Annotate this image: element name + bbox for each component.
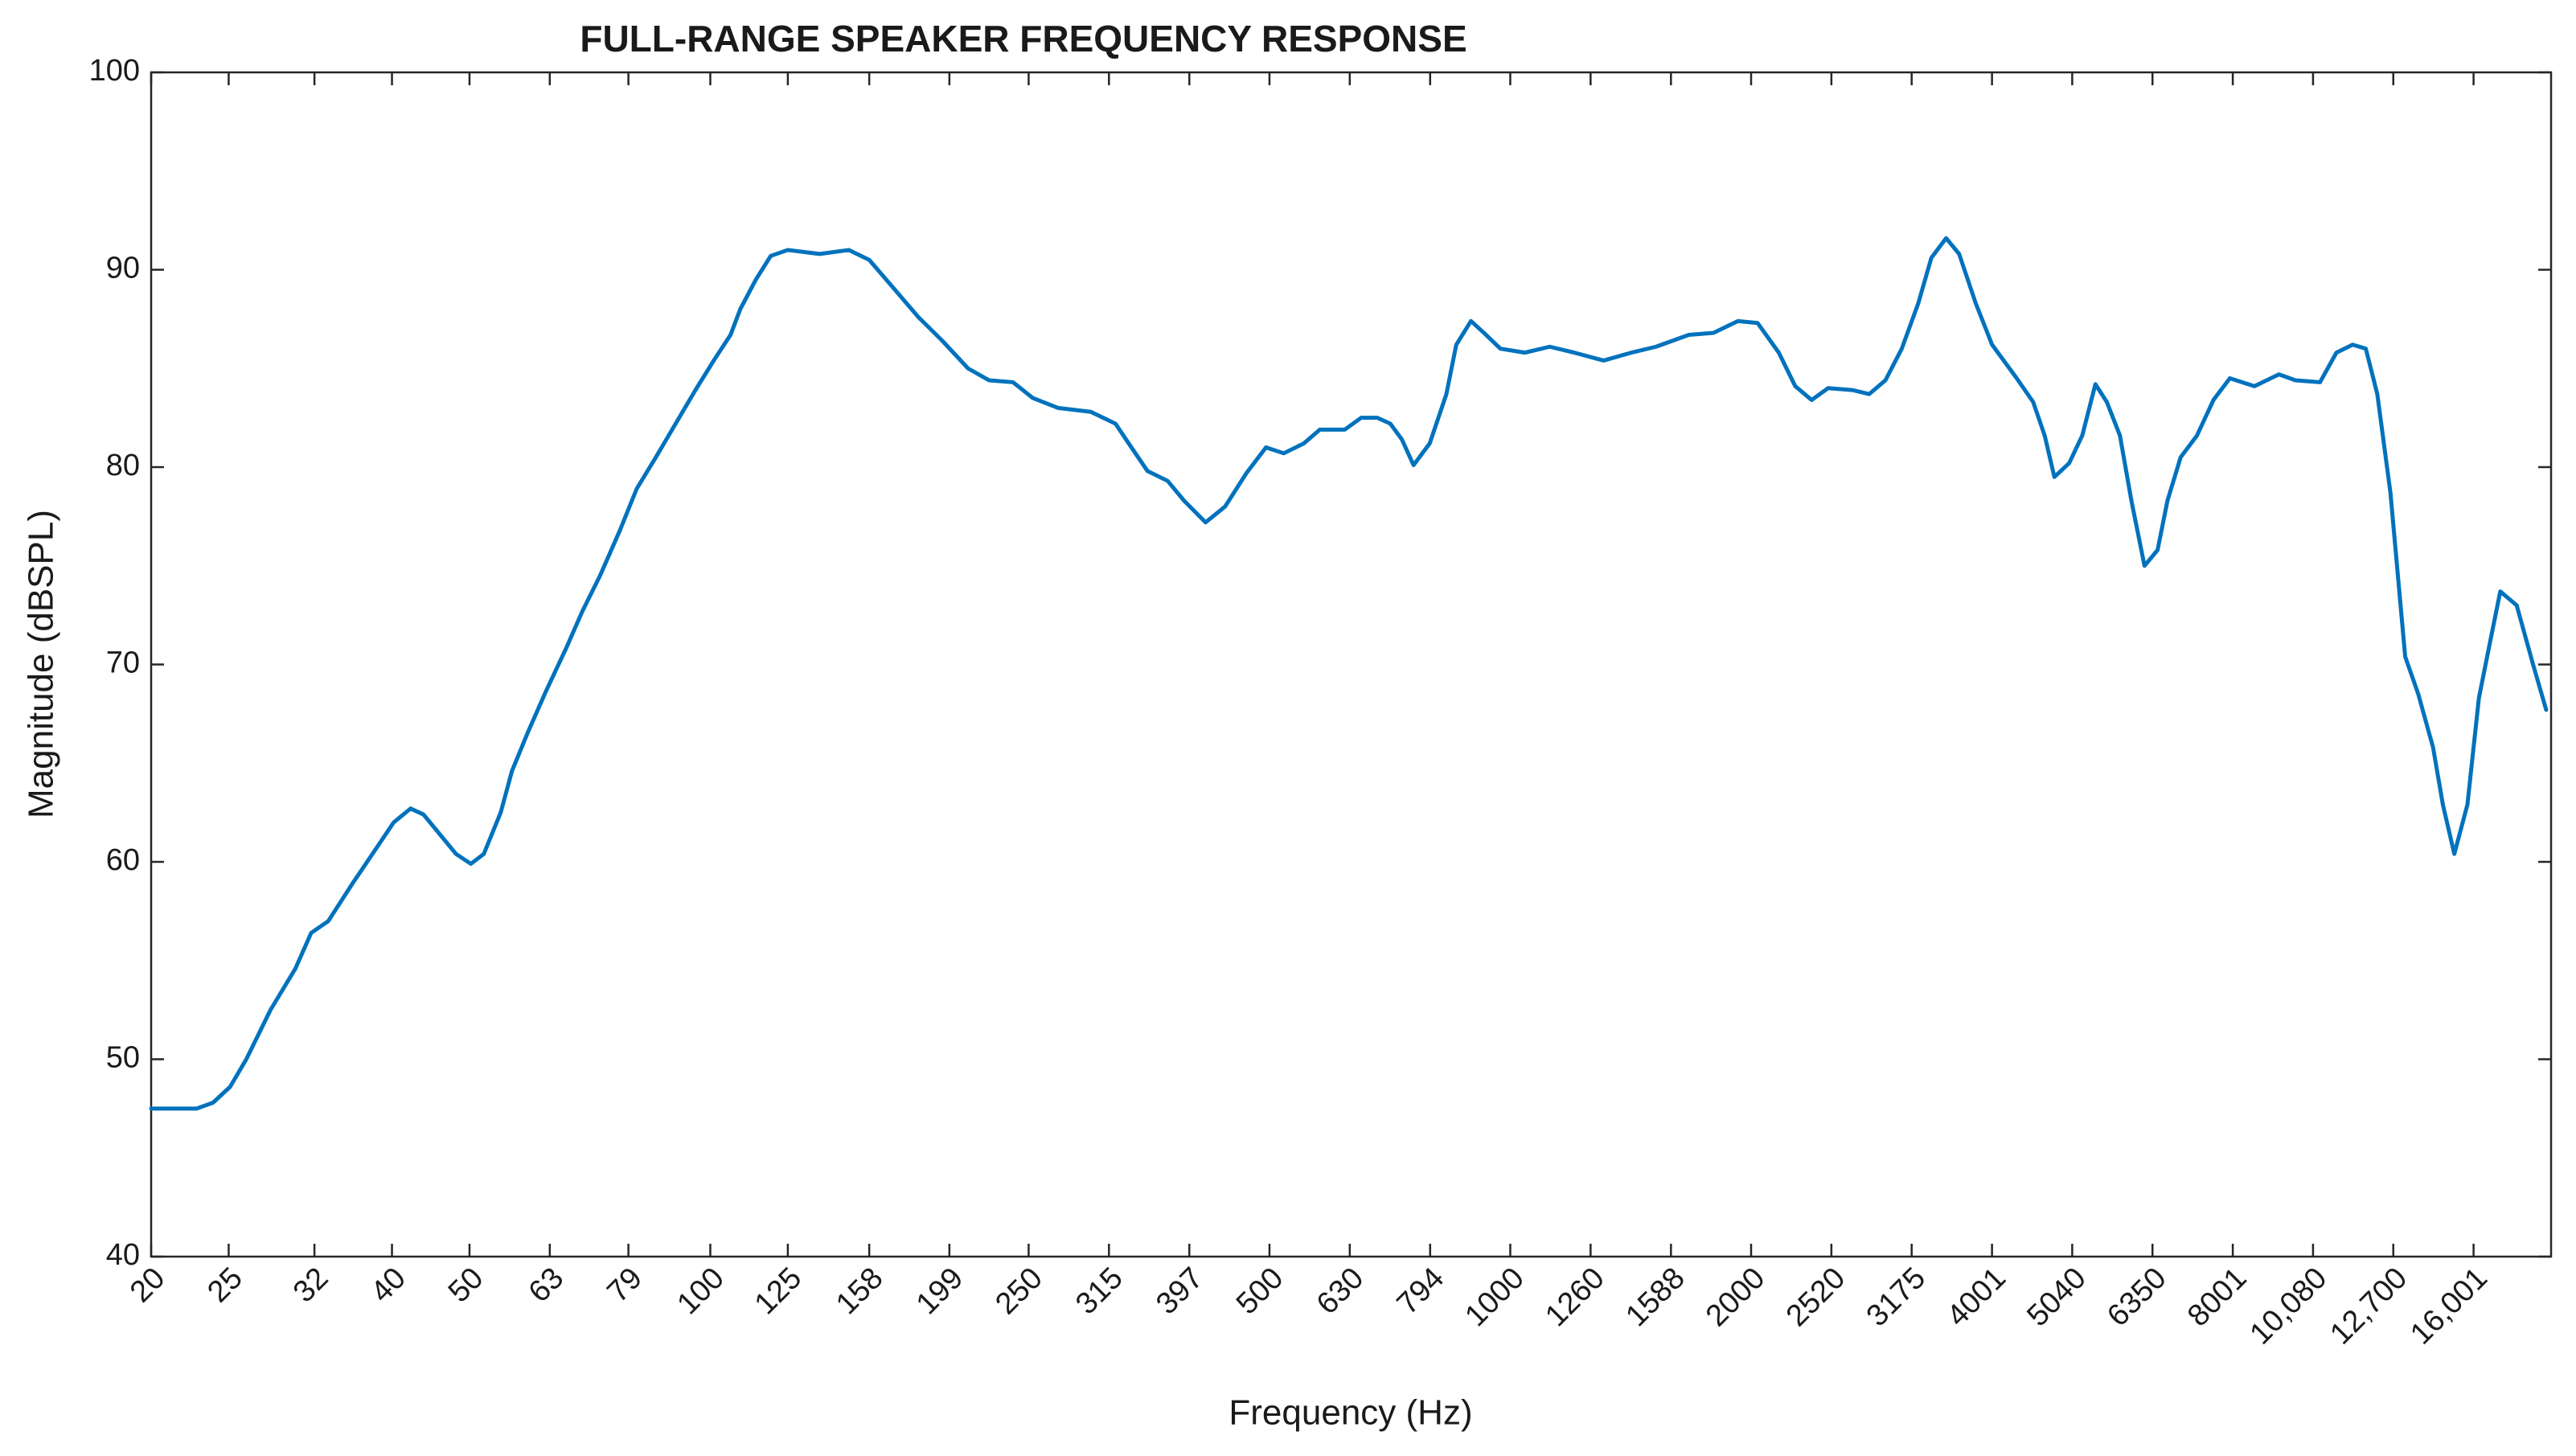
chart-title: FULL-RANGE SPEAKER FREQUENCY RESPONSE (580, 18, 1466, 59)
y-tick-label: 70 (106, 646, 140, 680)
y-axis-label: Magnitude (dBSPL) (22, 510, 61, 818)
y-tick-label: 40 (106, 1238, 140, 1272)
response-line (149, 236, 2549, 1111)
y-tick-label: 100 (89, 54, 140, 88)
y-tick-label: 50 (106, 1041, 140, 1075)
y-tick-label: 80 (106, 449, 140, 482)
y-tick-label: 90 (106, 252, 140, 285)
x-axis-label: Frequency (Hz) (1229, 1393, 1472, 1433)
y-tick-label: 60 (106, 843, 140, 877)
